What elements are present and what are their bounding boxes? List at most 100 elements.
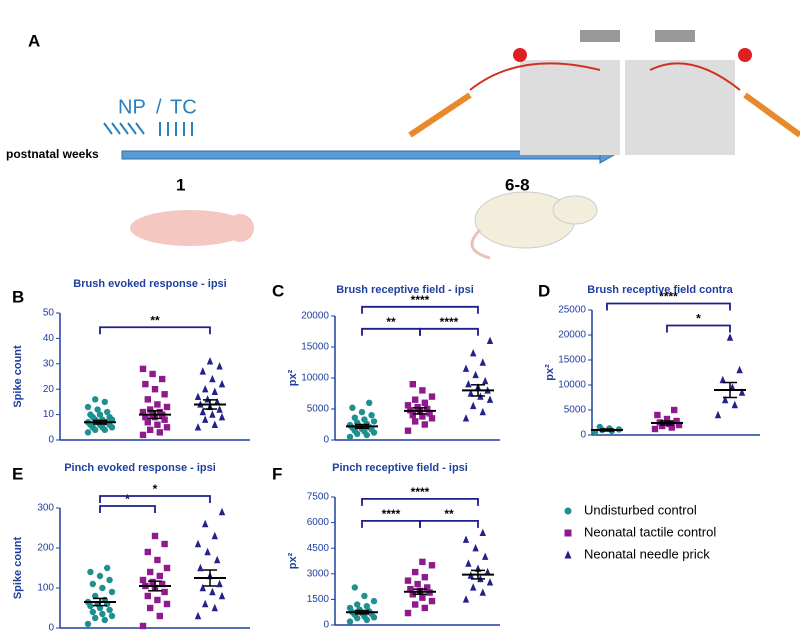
y-tick-label: 20 [43,384,55,395]
significance-bracket [99,505,156,513]
point [161,416,168,423]
point [419,594,426,601]
point [211,603,218,612]
significance-label: * [696,312,701,326]
slash: / [156,96,162,118]
point [346,604,354,612]
pup [130,210,250,246]
point [482,552,489,560]
point [346,433,354,441]
point [414,580,421,588]
neuron [469,62,601,91]
point [462,535,470,543]
significance-label: **** [411,293,430,307]
point [218,412,226,421]
point [421,604,428,612]
point [412,568,419,576]
point [147,568,154,576]
significance-label: **** [382,507,401,521]
y-tick-label: 6000 [307,517,330,528]
brush [408,92,472,138]
point [651,425,659,433]
point [426,410,433,417]
point [731,400,738,409]
point [361,592,368,600]
y-tick-label: 1500 [307,594,330,605]
point [209,410,216,418]
panel-letter: F [272,464,282,483]
y-tick-label: 20000 [558,330,586,341]
point [199,583,206,592]
point [428,597,436,605]
y-tick-label: 5000 [564,405,587,416]
point [351,584,358,591]
point [139,365,147,373]
chart-title: Pinch receptive field - ipsi [332,462,468,474]
point [144,592,151,600]
point [404,609,412,617]
time-label: 1 [176,175,185,194]
point [156,429,163,436]
point [194,423,202,431]
point [202,519,209,528]
point [87,568,94,576]
point [89,580,97,588]
point [163,403,171,411]
point [209,587,216,596]
point [96,572,104,580]
significance-label: **** [411,485,430,499]
point [479,358,486,366]
point [358,408,366,416]
point [216,362,223,370]
point [564,507,572,515]
point [361,416,368,423]
point [144,419,151,426]
point [202,385,209,393]
rat-tail [470,228,491,260]
point [204,395,211,403]
point [465,559,472,567]
point [412,418,419,425]
significance-bracket [361,327,421,336]
significance-bracket [361,497,479,506]
panel-letter: B [12,287,24,306]
significance-label: ** [444,507,454,521]
y-axis-label: px² [287,369,299,386]
legend-label: Undisturbed control [584,502,697,517]
point [156,408,163,416]
point [366,399,373,406]
y-tick-label: 0 [48,623,54,634]
point [99,584,106,592]
y-tick-label: 30 [43,358,55,369]
point [149,578,156,586]
legend-label: Neonatal needle prick [584,546,710,561]
point [216,405,223,413]
y-tick-label: 100 [37,583,54,594]
drg [738,48,752,62]
point [156,612,163,620]
np-label: NP [118,96,146,118]
point [139,408,147,416]
y-tick-label: 20000 [301,311,329,322]
point [424,405,431,413]
point [482,376,489,385]
y-tick-label: 15000 [301,342,329,353]
point [564,529,572,537]
point [163,600,171,608]
y-tick-label: 0 [323,435,329,446]
point [101,616,109,624]
point [151,386,159,393]
point [139,622,147,630]
point [407,585,414,593]
point [218,591,226,600]
point [409,591,416,598]
y-tick-label: 0 [580,430,586,441]
point [96,411,104,418]
point [673,417,680,425]
electrode [655,30,695,42]
point [204,547,211,556]
point [351,414,358,421]
y-tick-label: 300 [37,503,54,514]
point [154,556,161,564]
point [738,388,746,396]
